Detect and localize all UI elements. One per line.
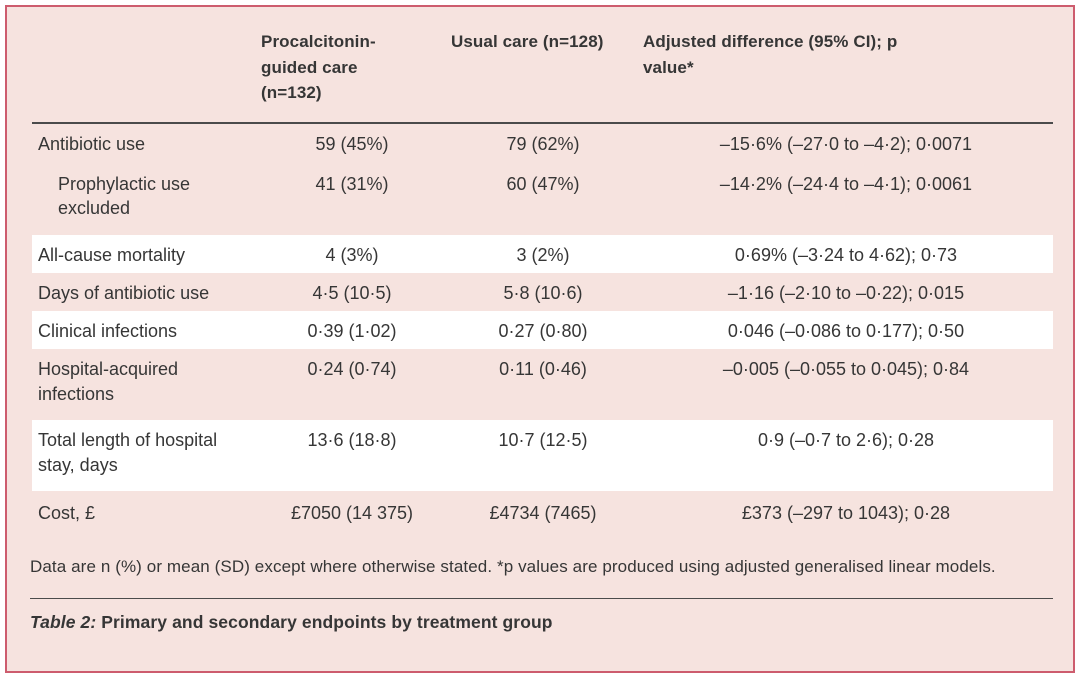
value-usual-care: 60 (47%) <box>506 173 580 194</box>
value-procalcitonin: 41 (31%) <box>315 173 389 194</box>
value-adjusted-difference: –1·16 (–2·10 to –0·22); 0·015 <box>727 282 965 303</box>
value-adjusted-difference: 0·9 (–0·7 to 2·6); 0·28 <box>757 430 935 451</box>
row-label: Hospital-acquired infections <box>38 359 179 404</box>
lancet-table-panel: Procalcitonin-guided care (n=132) Usual … <box>5 5 1075 673</box>
header-separator-rule <box>32 122 1053 124</box>
header-adjusted-difference: Adjusted difference (95% CI); p value* <box>643 32 898 77</box>
value-usual-care: £4734 (7465) <box>489 503 597 524</box>
row-label: Days of antibiotic use <box>38 282 210 303</box>
table-caption-number: Table 2: <box>30 612 97 633</box>
table-caption: Table 2: Primary and secondary endpoints… <box>30 612 1053 633</box>
value-procalcitonin: 13·6 (18·8) <box>307 430 397 451</box>
table-footnote: Data are n (%) or mean (SD) except where… <box>30 557 996 577</box>
value-procalcitonin: 59 (45%) <box>315 133 389 154</box>
caption-separator-rule <box>30 597 1053 600</box>
table-caption-title: Primary and secondary endpoints by treat… <box>96 612 553 633</box>
header-procalcitonin-group: Procalcitonin-guided care (n=132) <box>261 32 376 102</box>
value-procalcitonin: 4·5 (10·5) <box>312 282 392 303</box>
row-label: Cost, £ <box>38 503 96 524</box>
header-usual-care-group: Usual care (n=128) <box>451 32 604 51</box>
value-procalcitonin: 0·24 (0·74) <box>307 359 397 380</box>
row-label: Antibiotic use <box>38 133 146 154</box>
row-label: Total length of hospital stay, days <box>38 430 218 475</box>
table-row-total-length-stay: Total length of hospital stay, days 13·6… <box>32 420 1053 492</box>
value-adjusted-difference: 0·69% (–3·24 to 4·62); 0·73 <box>734 244 958 265</box>
value-usual-care: 79 (62%) <box>506 133 580 154</box>
value-usual-care: 5·8 (10·6) <box>503 282 583 303</box>
value-adjusted-difference: –0·005 (–0·055 to 0·045); 0·84 <box>722 359 970 380</box>
value-procalcitonin: 0·39 (1·02) <box>307 321 397 342</box>
value-procalcitonin: £7050 (14 375) <box>290 503 414 524</box>
table-row-cost: Cost, £ £7050 (14 375) £4734 (7465) £373… <box>32 491 1053 538</box>
table-row-clinical-infections: Clinical infections 0·39 (1·02) 0·27 (0·… <box>32 311 1053 350</box>
value-adjusted-difference: –14·2% (–24·4 to –4·1); 0·0061 <box>719 173 973 194</box>
table-row-days-antibiotic-use: Days of antibiotic use 4·5 (10·5) 5·8 (1… <box>32 273 1053 311</box>
value-adjusted-difference: –15·6% (–27·0 to –4·2); 0·0071 <box>719 133 973 154</box>
value-usual-care: 0·27 (0·80) <box>498 321 588 342</box>
row-label: All-cause mortality <box>38 244 186 265</box>
row-label: Clinical infections <box>38 321 178 342</box>
table-row-prophylactic-excluded: Prophylactic use excluded 41 (31%) 60 (4… <box>32 164 1053 235</box>
value-usual-care: 0·11 (0·46) <box>499 359 587 380</box>
value-usual-care: 3 (2%) <box>516 244 570 265</box>
value-adjusted-difference: £373 (–297 to 1043); 0·28 <box>741 503 951 524</box>
value-adjusted-difference: 0·046 (–0·086 to 0·177); 0·50 <box>727 321 965 342</box>
header-rowlabel-spacer <box>32 21 257 29</box>
table-row-all-cause-mortality: All-cause mortality 4 (3%) 3 (2%) 0·69% … <box>32 234 1053 273</box>
table-row-hospital-acquired-infections: Hospital-acquired infections 0·24 (0·74)… <box>32 349 1053 420</box>
table-row-antibiotic-use: Antibiotic use 59 (45%) 79 (62%) –15·6% … <box>32 124 1053 164</box>
value-procalcitonin: 4 (3%) <box>325 244 379 265</box>
row-label: Prophylactic use excluded <box>58 173 191 218</box>
value-usual-care: 10·7 (12·5) <box>498 430 588 451</box>
table-header-row: Procalcitonin-guided care (n=132) Usual … <box>32 21 1053 118</box>
